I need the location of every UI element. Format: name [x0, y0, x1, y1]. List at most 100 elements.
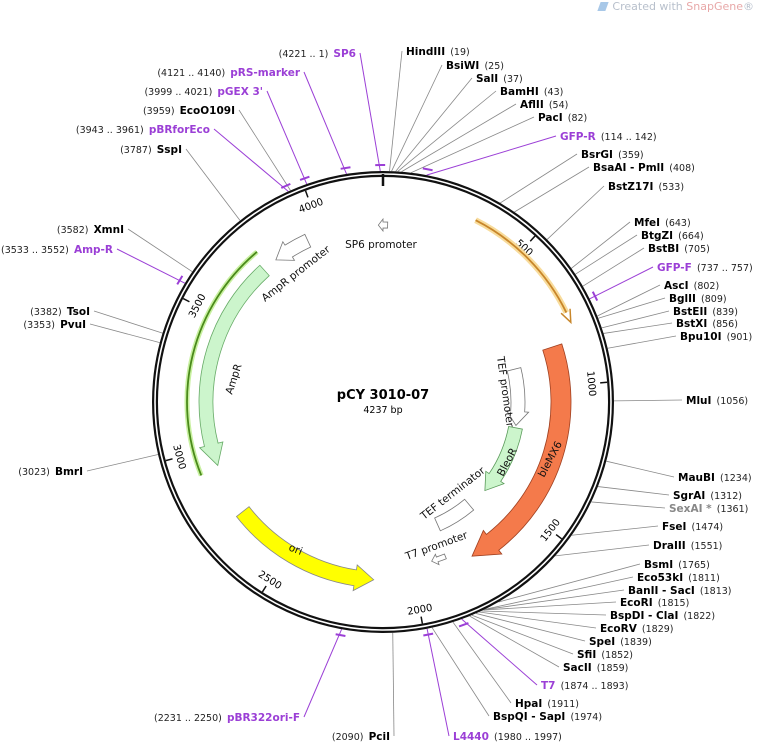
site-enzyme-label[interactable]: (3787) SspI: [120, 138, 182, 157]
site-position: (3353): [23, 320, 55, 331]
site-enzyme-label[interactable]: MfeI (643): [634, 211, 691, 230]
site-primer-label[interactable]: (4221 .. 1) SP6: [279, 42, 356, 61]
leader-line: [555, 544, 650, 557]
site-position: (25): [484, 61, 504, 72]
site-enzyme-label[interactable]: DraIII (1551): [653, 534, 722, 553]
site-enzyme-label[interactable]: PacI (82): [538, 106, 587, 125]
site-name: BanII - SacI: [628, 585, 695, 597]
ruler-tick: [420, 616, 424, 624]
orf-arrow: [475, 219, 568, 313]
site-enzyme-label[interactable]: FseI (1474): [662, 515, 723, 534]
site-enzyme-label[interactable]: BstBI (705): [648, 237, 710, 256]
site-enzyme-label[interactable]: BsrGI (359): [581, 143, 644, 162]
site-enzyme-label[interactable]: AflII (54): [520, 93, 568, 112]
site-name: pGEX 3': [217, 86, 263, 98]
site-position: (1765): [678, 560, 710, 571]
site-enzyme-label[interactable]: EcoRI (1815): [620, 591, 689, 610]
site-name: SP6: [333, 48, 356, 60]
site-name: AscI: [664, 280, 689, 292]
site-position: (664): [678, 231, 704, 242]
leader-line: [389, 50, 403, 172]
site-enzyme-label[interactable]: SgrAI (1312): [673, 484, 742, 503]
site-name: PacI: [538, 112, 563, 124]
site-enzyme-label[interactable]: (3353) PvuI: [23, 313, 86, 332]
site-enzyme-label[interactable]: BstZ17I (533): [608, 175, 684, 194]
site-enzyme-label[interactable]: HpaI (1911): [515, 692, 579, 711]
site-enzyme-label[interactable]: BtgZI (664): [641, 224, 704, 243]
leader-line: [498, 563, 641, 603]
ampr-feature[interactable]: [198, 264, 270, 467]
leader-line: [471, 614, 574, 655]
site-name: BstEII: [673, 306, 707, 318]
site-enzyme-label[interactable]: BsaAI - PmlI (408): [593, 156, 695, 175]
site-enzyme-label[interactable]: EcoRV (1829): [600, 617, 674, 636]
site-primer-label[interactable]: (3999 .. 4021) pGEX 3': [144, 80, 263, 99]
site-enzyme-label[interactable]: SalI (37): [476, 67, 523, 86]
site-nonunique-label[interactable]: SexAI * (1361): [669, 497, 748, 516]
site-enzyme-label[interactable]: AscI (802): [664, 274, 719, 293]
primer-binding-mark: [176, 275, 184, 285]
site-position: (1234): [720, 473, 752, 484]
ampr-promoter-feature[interactable]: [275, 233, 312, 261]
site-primer-label[interactable]: (3533 .. 3552) Amp-R: [1, 238, 113, 257]
site-name: SspI: [157, 144, 182, 156]
site-enzyme-label[interactable]: (3959) EcoO109I: [143, 99, 235, 118]
site-primer-label[interactable]: L4440 (1980 .. 1997): [453, 725, 562, 743]
site-enzyme-label[interactable]: SpeI (1839): [589, 630, 652, 649]
site-enzyme-label[interactable]: (2090) PciI: [332, 725, 390, 743]
ruler-tick: [261, 585, 267, 593]
t7-promoter-feature[interactable]: [431, 553, 447, 566]
leader-line: [303, 629, 343, 718]
tef-promoter-feature[interactable]: [505, 367, 530, 427]
leader-line: [86, 454, 159, 472]
site-primer-label[interactable]: (3943 .. 3961) pBRforEco: [76, 118, 210, 137]
site-position: (359): [618, 150, 644, 161]
site-enzyme-label[interactable]: HindIII (19): [406, 40, 470, 59]
site-name: BamHI: [500, 86, 539, 98]
site-enzyme-label[interactable]: BamHI (43): [500, 80, 563, 99]
site-primer-label[interactable]: GFP-R (114 .. 142): [560, 125, 657, 144]
leader-line: [238, 109, 291, 191]
site-enzyme-label[interactable]: MauBI (1234): [678, 466, 752, 485]
site-name: MauBI: [678, 472, 715, 484]
leader-line: [598, 297, 666, 319]
site-primer-label[interactable]: GFP-F (737 .. 757): [657, 256, 753, 275]
site-enzyme-label[interactable]: BanII - SacI (1813): [628, 579, 732, 598]
site-name: Eco53kI: [637, 572, 683, 584]
site-position: (3533 .. 3552): [1, 245, 69, 256]
site-enzyme-label[interactable]: (3382) TsoI: [30, 300, 90, 319]
site-primer-label[interactable]: (2231 .. 2250) pBR322ori-F: [154, 706, 300, 725]
site-enzyme-label[interactable]: (3023) BmrI: [18, 460, 83, 479]
bleor-feature[interactable]: [484, 425, 523, 492]
tef-terminator-feature[interactable]: [434, 498, 475, 532]
site-enzyme-label[interactable]: MluI (1056): [686, 389, 748, 408]
site-leader-lines: [86, 50, 683, 737]
site-name: BsrGI: [581, 149, 613, 161]
site-position: (705): [684, 244, 710, 255]
site-enzyme-label[interactable]: BstEII (839): [673, 300, 738, 319]
site-enzyme-label[interactable]: SfiI (1852): [577, 643, 633, 662]
site-enzyme-label[interactable]: (3582) XmnI: [57, 218, 124, 237]
site-enzyme-label[interactable]: BspQI - SapI (1974): [493, 705, 602, 724]
site-position: (802): [694, 281, 720, 292]
leader-line: [397, 90, 497, 172]
site-enzyme-label[interactable]: Eco53kI (1811): [637, 566, 720, 585]
blemx6-feature[interactable]: [471, 343, 572, 557]
site-enzyme-label[interactable]: Bpu10I (901): [680, 325, 752, 344]
site-primer-label[interactable]: (4121 .. 4140) pRS-marker: [157, 61, 301, 80]
site-name: DraIII: [653, 540, 686, 552]
site-enzyme-label[interactable]: BsiWI (25): [446, 54, 504, 73]
site-name: SexAI *: [669, 503, 712, 515]
site-name: PciI: [369, 731, 390, 743]
sp6-promoter-feature[interactable]: [377, 217, 389, 233]
site-name: HindIII: [406, 46, 445, 58]
site-primer-label[interactable]: T7 (1874 .. 1893): [541, 674, 628, 693]
site-enzyme-label[interactable]: BspDI - ClaI (1822): [610, 604, 715, 623]
site-enzyme-label[interactable]: BglII (809): [669, 287, 727, 306]
ori-feature[interactable]: [235, 506, 375, 592]
site-enzyme-label[interactable]: SacII (1859): [563, 656, 628, 675]
site-enzyme-label[interactable]: BsmI (1765): [644, 553, 710, 572]
site-enzyme-label[interactable]: BstXI (856): [676, 312, 738, 331]
site-position: (1829): [642, 624, 674, 635]
